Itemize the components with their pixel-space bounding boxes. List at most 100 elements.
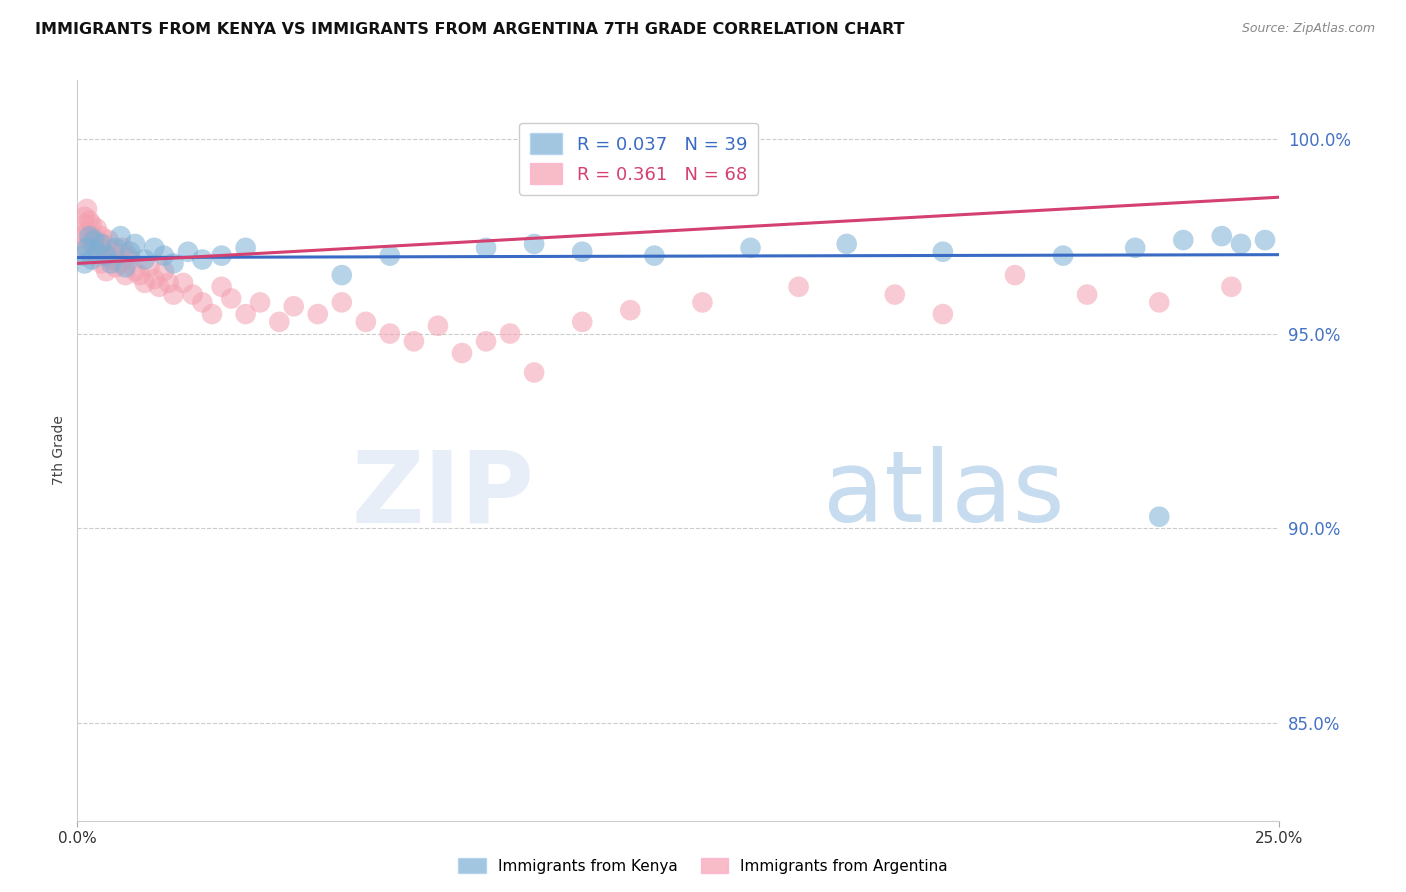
Point [475, 334, 498, 349]
Point [157, 276, 180, 290]
Point [83, 229, 105, 244]
Text: atlas: atlas [823, 446, 1064, 543]
Point [181, 287, 204, 301]
Point [128, 268, 150, 282]
Point [134, 252, 156, 267]
Point [117, 249, 139, 263]
Point [354, 315, 377, 329]
Point [120, 252, 142, 267]
Point [172, 276, 194, 290]
Point [100, 256, 122, 270]
Point [523, 236, 546, 251]
Point [100, 252, 122, 267]
Point [1149, 295, 1171, 310]
Point [1173, 233, 1195, 247]
Point [1220, 280, 1243, 294]
Point [523, 366, 546, 380]
Point [138, 260, 160, 275]
Point [1254, 233, 1277, 247]
Point [1149, 509, 1171, 524]
Point [87, 241, 110, 255]
Point [378, 249, 401, 263]
Point [104, 260, 127, 275]
Point [97, 233, 120, 247]
Point [90, 256, 112, 270]
Point [90, 236, 112, 251]
Point [211, 249, 233, 263]
Point [148, 280, 170, 294]
Point [619, 303, 641, 318]
Point [235, 241, 257, 255]
Point [235, 307, 257, 321]
Point [73, 256, 96, 270]
Point [107, 249, 129, 263]
Point [835, 236, 858, 251]
Point [110, 256, 132, 270]
Point [111, 241, 134, 255]
Point [79, 233, 101, 247]
Point [70, 249, 93, 263]
Point [1076, 287, 1098, 301]
Point [124, 264, 146, 278]
Point [571, 244, 593, 259]
Point [93, 236, 115, 251]
Point [249, 295, 271, 310]
Point [330, 295, 353, 310]
Point [451, 346, 474, 360]
Point [402, 334, 425, 349]
Point [211, 280, 233, 294]
Point [283, 299, 305, 313]
Point [162, 256, 184, 270]
Point [643, 249, 665, 263]
Point [96, 249, 118, 263]
Point [86, 244, 108, 259]
Point [73, 218, 96, 232]
Point [201, 307, 224, 321]
Point [1123, 241, 1146, 255]
Point [378, 326, 401, 341]
Point [79, 229, 101, 244]
Point [70, 241, 93, 255]
Point [1052, 249, 1074, 263]
Point [110, 229, 132, 244]
Point [475, 241, 498, 255]
Point [932, 244, 955, 259]
Point [162, 287, 184, 301]
Text: IMMIGRANTS FROM KENYA VS IMMIGRANTS FROM ARGENTINA 7TH GRADE CORRELATION CHART: IMMIGRANTS FROM KENYA VS IMMIGRANTS FROM… [35, 22, 904, 37]
Point [96, 264, 118, 278]
Point [103, 244, 125, 259]
Point [76, 241, 98, 255]
Point [86, 249, 108, 263]
Point [80, 236, 103, 251]
Legend: Immigrants from Kenya, Immigrants from Argentina: Immigrants from Kenya, Immigrants from A… [451, 852, 955, 880]
Point [427, 318, 450, 333]
Text: Source: ZipAtlas.com: Source: ZipAtlas.com [1241, 22, 1375, 36]
Point [76, 202, 98, 216]
Point [191, 252, 214, 267]
Point [932, 307, 955, 321]
Point [1230, 236, 1253, 251]
Point [120, 244, 142, 259]
Point [219, 292, 242, 306]
Point [114, 268, 136, 282]
Point [883, 287, 905, 301]
Point [79, 213, 101, 227]
Point [499, 326, 522, 341]
Point [124, 236, 146, 251]
Y-axis label: 7th Grade: 7th Grade [52, 416, 66, 485]
Point [80, 218, 103, 232]
Point [90, 229, 112, 244]
Point [143, 272, 166, 286]
Text: ZIP: ZIP [352, 446, 534, 543]
Legend: R = 0.037   N = 39, R = 0.361   N = 68: R = 0.037 N = 39, R = 0.361 N = 68 [519, 122, 758, 195]
Point [692, 295, 714, 310]
Point [191, 295, 214, 310]
Point [134, 276, 156, 290]
Point [104, 241, 127, 255]
Point [80, 252, 103, 267]
Point [1211, 229, 1233, 244]
Point [73, 210, 96, 224]
Point [1004, 268, 1026, 282]
Point [76, 225, 98, 239]
Point [787, 280, 810, 294]
